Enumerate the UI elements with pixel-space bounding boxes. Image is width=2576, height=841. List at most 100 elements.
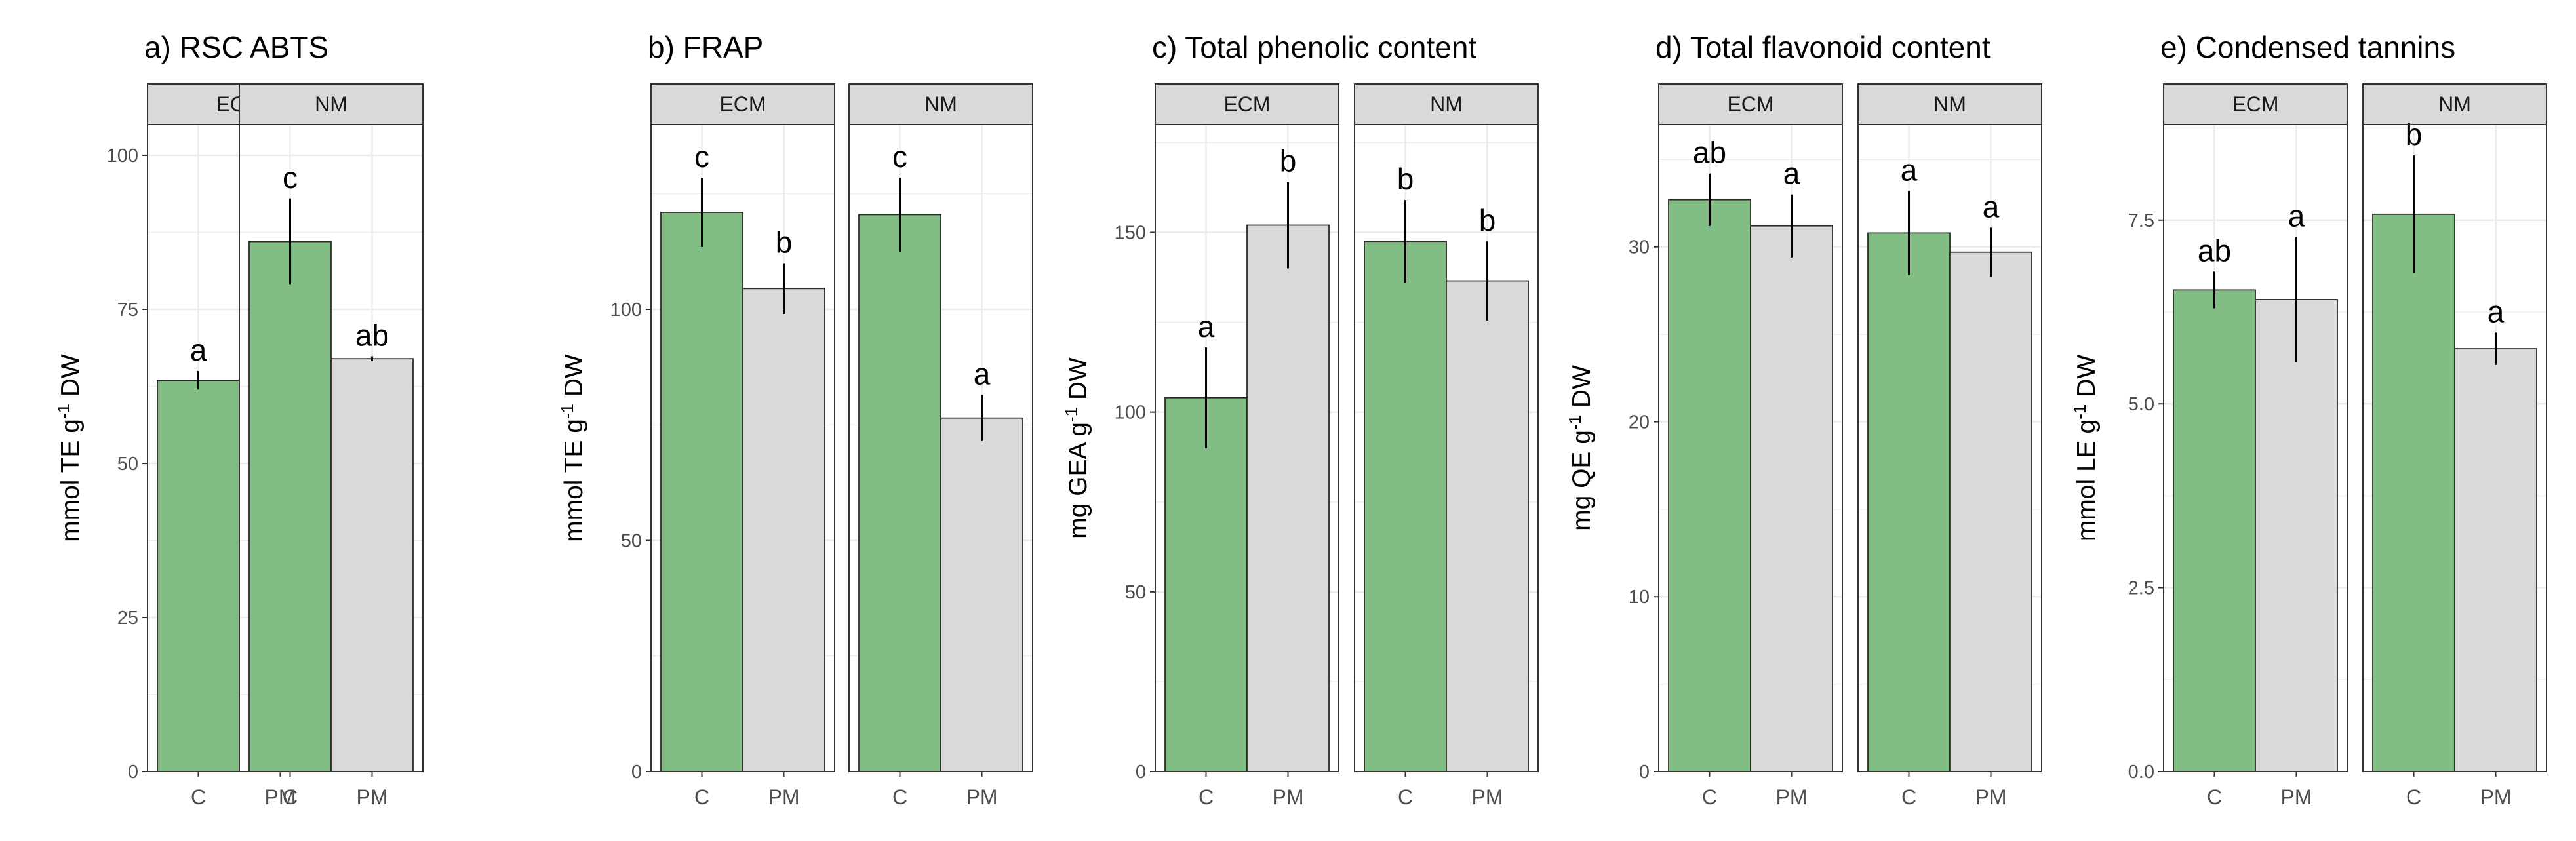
facet-strip: [1658, 83, 1843, 125]
y-axis-label-main: mmol LE g: [2072, 420, 2101, 541]
bar-pm: [330, 358, 414, 772]
y-axis-label-main: mg QE g: [1568, 430, 1596, 531]
y-tick-label: 0: [128, 762, 138, 783]
facet-strip-label: ECM: [2232, 92, 2278, 116]
significance-letter: b: [1397, 162, 1414, 196]
y-tick-label: 50: [1125, 582, 1146, 603]
panel-border: [1155, 124, 1339, 772]
bar-c: [2173, 289, 2256, 772]
x-tick-label: PM: [1776, 785, 1808, 809]
facet-strip-label: NM: [315, 92, 347, 116]
facet-nm: NM c Ca PM: [848, 83, 1033, 809]
facet-strip-label: NM: [1430, 92, 1463, 116]
facet-ecm: ECM c Cb PM: [650, 83, 835, 809]
significance-letter: a: [1983, 189, 2000, 224]
significance-letter: a: [1198, 309, 1215, 343]
panel-title: e) Condensed tannins: [2160, 30, 2455, 64]
facet-nm: NM a Ca PM: [1857, 83, 2042, 809]
panel-border: [2362, 124, 2547, 772]
bar-c: [2372, 213, 2455, 772]
x-tick-label: C: [1702, 785, 1717, 809]
y-tick-label: 0: [1136, 762, 1146, 783]
significance-letter: c: [283, 161, 298, 195]
facet-nm: NM c Cab PM: [239, 83, 424, 809]
y-axis-label-main: mmol TE g: [560, 419, 588, 542]
panel-border: [1354, 124, 1539, 772]
y-tick-label: 7.5: [2128, 210, 2154, 231]
y-axis-label-unit: DW: [56, 354, 85, 404]
facet-strip-label: ECM: [719, 92, 766, 116]
y-axis-label: mg QE g-1 DW: [1565, 365, 1596, 531]
y-tick-label: 10: [1629, 587, 1650, 608]
panel-border: [848, 124, 1033, 772]
y-axis-label-main: mmol TE g: [56, 419, 85, 542]
panel-title: c) Total phenolic content: [1152, 30, 1476, 64]
panel-border: [1857, 124, 2042, 772]
x-tick-label: C: [283, 785, 298, 809]
facet-strip-label: ECM: [1223, 92, 1270, 116]
x-tick-label: C: [191, 785, 206, 809]
panel-title: b) FRAP: [648, 30, 763, 64]
x-tick-label: C: [2406, 785, 2421, 809]
significance-letter: ab: [2198, 233, 2231, 267]
panel-border: [239, 124, 424, 772]
y-tick-label: 100: [107, 146, 138, 166]
y-tick-label: 30: [1629, 237, 1650, 258]
significance-letter: a: [974, 357, 991, 391]
y-axis-label-superscript: -1: [54, 404, 73, 419]
facet-strip-label: NM: [924, 92, 957, 116]
y-tick-label: 50: [621, 531, 642, 552]
facet-ecm: ECM a Cb PM: [1155, 83, 1339, 809]
y-tick-label: 2.5: [2128, 578, 2154, 599]
y-axis-label-main: mg GEA g: [1064, 422, 1092, 539]
bar-c: [157, 380, 240, 772]
bar-c: [1164, 397, 1248, 772]
facet-strip-label: NM: [1933, 92, 1966, 116]
significance-letter: ab: [355, 318, 389, 352]
x-tick-label: PM: [1273, 785, 1304, 809]
y-axis-label-superscript: -1: [1061, 407, 1081, 422]
y-axis-label-superscript: -1: [1565, 415, 1585, 430]
facet-strip: [848, 83, 1033, 125]
y-axis-label-unit: DW: [2072, 355, 2101, 404]
x-tick-label: PM: [768, 785, 800, 809]
significance-letter: c: [892, 140, 907, 174]
x-tick-label: PM: [1472, 785, 1503, 809]
y-axis-label: mmol TE g-1 DW: [54, 354, 85, 542]
bar-c: [858, 214, 941, 772]
x-tick-label: PM: [2480, 785, 2512, 809]
facet-strip: [1857, 83, 2042, 125]
y-tick-label: 75: [117, 300, 138, 321]
x-tick-label: C: [1398, 785, 1413, 809]
significance-letter: b: [1479, 203, 1496, 237]
y-tick-label: 50: [117, 454, 138, 475]
facet-strip-label: ECM: [1727, 92, 1773, 116]
panel-border: [2163, 124, 2348, 772]
panel-4: d) Total flavonoid content mg QE g-1 DW 0 1…: [1565, 30, 2042, 809]
bar-pm: [940, 417, 1023, 772]
panel-5: e) Condensed tannins mmol LE g-1 DW 0.0 2.5…: [2070, 30, 2547, 809]
y-tick-label: 5.0: [2128, 394, 2154, 415]
y-axis-label: mmol TE g-1 DW: [557, 354, 588, 542]
x-tick-label: PM: [2281, 785, 2312, 809]
panel-3: c) Total phenolic content mg GEA g-1 DW 0 5…: [1061, 30, 1539, 809]
y-tick-label: 20: [1629, 412, 1650, 433]
facet-ecm: ECM ab Ca PM: [2163, 83, 2348, 809]
facet-strip: [1354, 83, 1539, 125]
bar-pm: [742, 288, 825, 772]
panel-border: [1658, 124, 1843, 772]
bar-pm: [2255, 299, 2338, 772]
x-tick-label: PM: [966, 785, 998, 809]
significance-letter: ab: [1693, 136, 1726, 170]
significance-letter: a: [2487, 294, 2505, 328]
bar-pm: [1949, 251, 2032, 772]
facet-strip: [239, 83, 424, 125]
y-axis-label-unit: DW: [560, 354, 588, 404]
x-tick-label: PM: [1975, 785, 2007, 809]
significance-letter: a: [2288, 199, 2305, 233]
bar-c: [248, 241, 332, 772]
y-tick-label: 0.0: [2128, 762, 2154, 783]
y-tick-label: 150: [1115, 223, 1146, 244]
